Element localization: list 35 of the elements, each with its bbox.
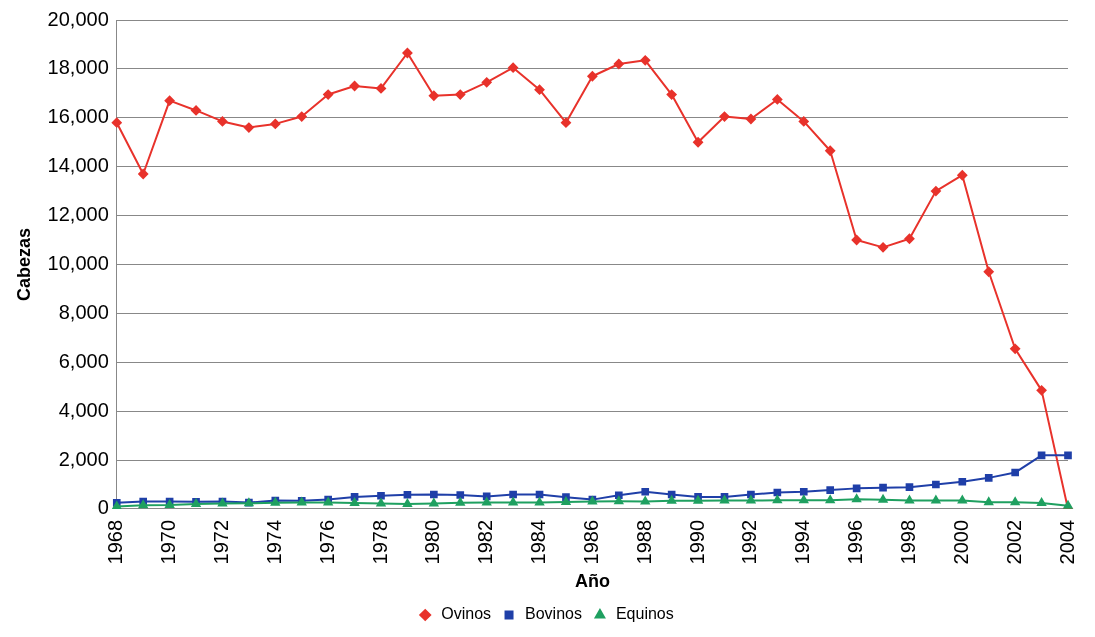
- x-tick-label: 1992: [738, 519, 761, 565]
- x-tick-label: 1988: [632, 519, 655, 565]
- y-tick-label: 20,000: [47, 7, 109, 30]
- x-tick-label: 2002: [1002, 519, 1025, 565]
- y-tick-label: 4,000: [58, 398, 109, 421]
- x-tick-label: 1984: [527, 519, 550, 565]
- x-axis-title: Año: [574, 571, 610, 592]
- legend-label: Bovinos: [525, 605, 582, 623]
- y-tick-label: 12,000: [47, 203, 109, 226]
- x-tick-label: 1972: [209, 519, 232, 565]
- y-tick-label: 8,000: [58, 300, 109, 323]
- y-tick-label: 2,000: [58, 447, 109, 470]
- x-tick-label: 1998: [896, 519, 919, 565]
- legend-label: Ovinos: [441, 605, 492, 623]
- x-tick-label: 1976: [315, 519, 338, 565]
- x-tick-label: 1994: [791, 519, 814, 565]
- y-tick-label: 14,000: [47, 154, 109, 177]
- x-tick-label: 1970: [157, 519, 180, 565]
- x-tick-label: 2000: [949, 519, 972, 565]
- x-tick-label: 1978: [368, 519, 391, 565]
- y-tick-label: 10,000: [47, 251, 109, 274]
- legend-label: Equinos: [615, 605, 674, 623]
- x-tick-label: 1982: [474, 519, 497, 565]
- x-tick-label: 1974: [262, 519, 285, 565]
- x-tick-label: 1996: [844, 519, 867, 565]
- x-tick-label: 2004: [1055, 519, 1078, 565]
- y-tick-label: 6,000: [58, 349, 109, 372]
- x-tick-label: 1990: [685, 519, 708, 565]
- y-axis-title: Cabezas: [13, 227, 34, 301]
- x-tick-label: 1986: [579, 519, 602, 565]
- x-tick-label: 1980: [421, 519, 444, 565]
- y-tick-label: 0: [97, 496, 109, 519]
- x-tick-label: 1968: [104, 519, 127, 565]
- y-tick-label: 16,000: [47, 105, 109, 128]
- y-tick-label: 18,000: [47, 56, 109, 79]
